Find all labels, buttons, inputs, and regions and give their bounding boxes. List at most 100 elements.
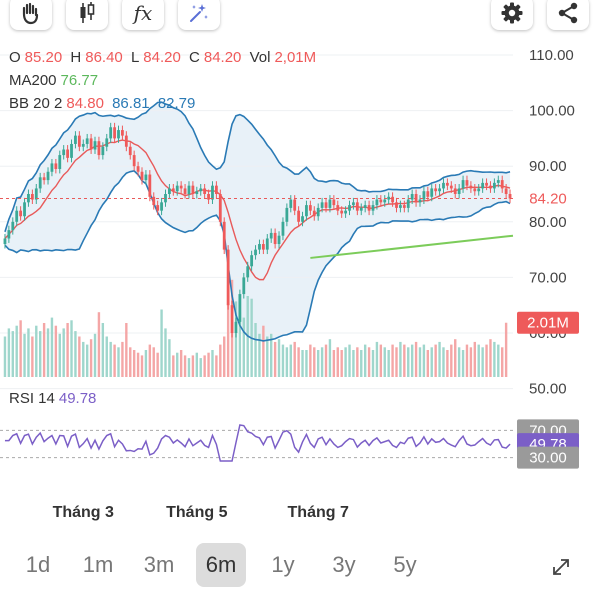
- volume-bar: [19, 320, 22, 377]
- candle: [195, 186, 199, 199]
- range-3y[interactable]: 3y: [332, 552, 356, 577]
- volume-bar: [465, 344, 469, 377]
- candle-body: [132, 155, 136, 167]
- candle-body: [383, 199, 387, 203]
- candle: [214, 181, 218, 199]
- candle-body: [74, 135, 77, 144]
- volume-bar: [363, 344, 367, 377]
- volume-bar: [281, 344, 285, 377]
- candle: [179, 181, 183, 193]
- rsi-line: [4, 424, 511, 462]
- settings-button[interactable]: [491, 0, 533, 30]
- range-3m[interactable]: 3m: [143, 552, 175, 577]
- candle-body: [352, 202, 355, 206]
- volume-bar: [426, 350, 430, 377]
- range-5y[interactable]: 5y: [393, 552, 417, 577]
- volume-bar: [152, 347, 155, 377]
- range-1y[interactable]: 1y: [271, 552, 295, 577]
- volume-bar: [199, 358, 202, 377]
- volume-bar: [414, 341, 418, 377]
- volume-bar: [3, 336, 7, 377]
- candle: [477, 183, 481, 196]
- candle-body: [164, 194, 167, 203]
- candle-body: [320, 202, 324, 208]
- volume-bar: [238, 312, 242, 377]
- indicators-button[interactable]: fx: [122, 0, 164, 30]
- candle-body: [117, 130, 120, 139]
- share-button[interactable]: [547, 0, 589, 30]
- candle: [238, 289, 242, 327]
- candle-body: [489, 185, 492, 189]
- volume-bar: [23, 333, 26, 377]
- share-icon: [558, 2, 578, 24]
- fullscreen-button[interactable]: [546, 552, 576, 582]
- ohlc-legend: O 85.20 H 86.40 L 84.20 C 84.20 Vol 2,01M: [9, 49, 320, 66]
- candle-body: [81, 143, 85, 147]
- candle-body: [171, 188, 175, 192]
- bb-legend: BB 20 2 84.80 86.81 82.79: [9, 95, 199, 112]
- moving-average: [4, 139, 511, 281]
- candle: [175, 181, 179, 196]
- volume-bar: [371, 350, 375, 377]
- volume-bar: [62, 328, 65, 377]
- volume-bar: [125, 323, 128, 377]
- candle: [199, 183, 203, 196]
- candle: [148, 170, 152, 202]
- candle: [285, 203, 289, 227]
- candle: [121, 125, 124, 141]
- y-tick-label: 110.00: [529, 47, 574, 64]
- candle: [58, 150, 62, 174]
- candle: [395, 197, 398, 213]
- candle: [183, 183, 187, 199]
- hand-tool-button[interactable]: [10, 0, 52, 30]
- volume-bar: [254, 323, 257, 377]
- volume-bar: [82, 341, 85, 377]
- range-1d[interactable]: 1d: [25, 552, 51, 577]
- candle: [234, 317, 238, 338]
- volume-bar: [187, 358, 191, 377]
- volume-bar: [121, 341, 124, 377]
- volume-bars: [3, 279, 508, 377]
- volume-badge: 2.01M: [517, 311, 579, 334]
- range-1m[interactable]: 1m: [82, 552, 114, 577]
- candle: [19, 206, 23, 221]
- candle: [340, 206, 344, 218]
- volume-bar: [15, 325, 18, 377]
- candle-body: [293, 199, 297, 211]
- candle: [281, 217, 285, 241]
- volume-bar: [42, 323, 46, 377]
- close-label: C: [189, 49, 200, 66]
- volume-bar: [497, 344, 500, 377]
- candle: [74, 131, 77, 149]
- ma200-line: [310, 234, 514, 259]
- candle: [449, 181, 453, 193]
- candle-body: [277, 235, 281, 245]
- candle: [211, 181, 214, 205]
- candle-body: [175, 185, 179, 192]
- candle: [164, 189, 167, 207]
- candle-body: [42, 177, 46, 181]
- candle: [258, 239, 261, 255]
- candle: [105, 133, 109, 152]
- volume-bar: [27, 328, 30, 377]
- range-6m[interactable]: 6m: [196, 543, 246, 587]
- ai-tools-button[interactable]: [178, 0, 220, 30]
- volume-bar: [203, 355, 206, 377]
- candle-body: [359, 207, 363, 211]
- chart-type-button[interactable]: [66, 0, 108, 30]
- volume-bar: [195, 352, 199, 377]
- candle-body: [485, 182, 488, 186]
- candle-body: [379, 199, 383, 203]
- volume-bar: [481, 347, 484, 377]
- y-tick-label: 70.00: [529, 269, 567, 286]
- candle: [230, 300, 234, 338]
- candle-body: [500, 180, 504, 189]
- volume-bar: [379, 344, 383, 377]
- candle-body: [66, 149, 70, 158]
- volume-badge-text: 2.01M: [527, 315, 569, 332]
- candle-body: [77, 135, 81, 147]
- volume-bar: [418, 347, 422, 377]
- volume-bar: [270, 333, 273, 377]
